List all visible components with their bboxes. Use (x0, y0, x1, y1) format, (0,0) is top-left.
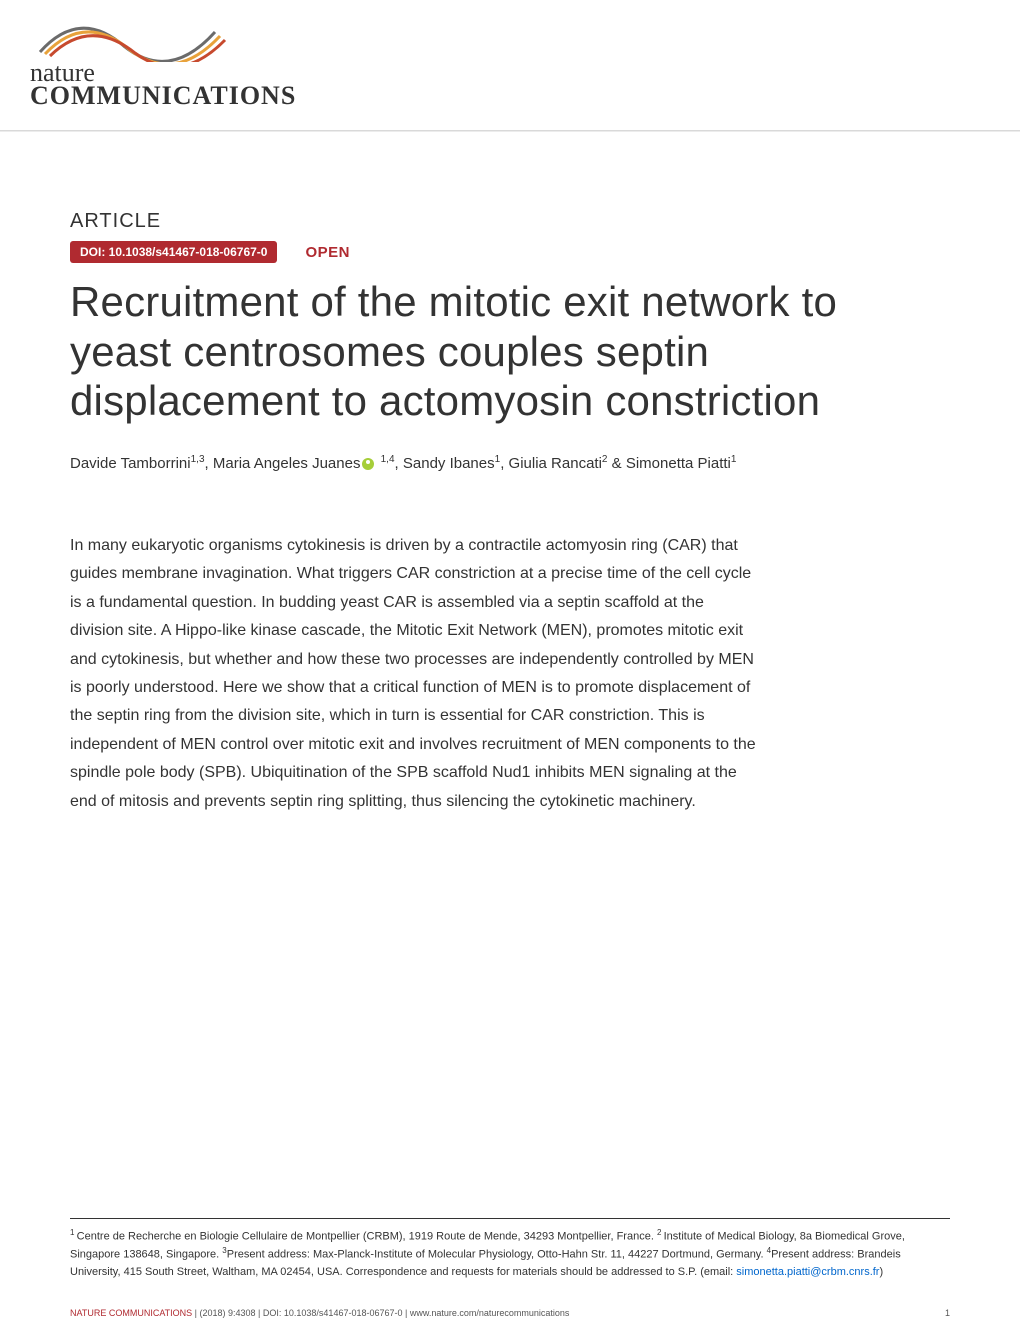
author-affil: 2 (602, 454, 608, 465)
logo-line2: COMMUNICATIONS (30, 84, 296, 107)
affil-sup: 2 (657, 1228, 664, 1237)
corresponding-email-link[interactable]: simonetta.piatti@crbm.cnrs.fr (736, 1266, 879, 1278)
author-name: Maria Angeles Juanes (213, 455, 361, 472)
affil-segment: ) (879, 1266, 883, 1278)
page-footer: NATURE COMMUNICATIONS | (2018) 9:4308 | … (70, 1308, 950, 1318)
affil-sup: 1 (70, 1228, 77, 1237)
author-name: Giulia Rancati (509, 455, 602, 472)
journal-header: nature COMMUNICATIONS (0, 0, 1020, 150)
footer-journal: NATURE COMMUNICATIONS (70, 1308, 192, 1318)
logo-swoosh-icon (30, 12, 230, 62)
author-name: Davide Tamborrini (70, 455, 191, 472)
affiliations-block: 1 Centre de Recherche en Biologie Cellul… (70, 1218, 950, 1280)
page-number: 1 (945, 1308, 950, 1318)
affiliations-divider (70, 1218, 950, 1219)
article-title: Recruitment of the mitotic exit network … (70, 277, 950, 426)
affiliations-text: 1 Centre de Recherche en Biologie Cellul… (70, 1227, 950, 1280)
author-affil: 1,3 (191, 454, 205, 465)
doi-open-row: DOI: 10.1038/s41467-018-06767-0 OPEN (70, 241, 950, 263)
footer-citation-text: | (2018) 9:4308 | DOI: 10.1038/s41467-01… (192, 1308, 569, 1318)
doi-badge: DOI: 10.1038/s41467-018-06767-0 (70, 241, 277, 263)
author-affil: 1,4 (381, 454, 395, 465)
author-affil: 1 (731, 454, 737, 465)
affil-segment: Centre de Recherche en Biologie Cellulai… (77, 1231, 657, 1243)
author-affil: 1 (495, 454, 501, 465)
author-list: Davide Tamborrini1,3, Maria Angeles Juan… (70, 454, 950, 472)
article-content: ARTICLE DOI: 10.1038/s41467-018-06767-0 … (0, 150, 1020, 816)
abstract-text: In many eukaryotic organisms cytokinesis… (70, 532, 760, 817)
author-name: Sandy Ibanes (403, 455, 495, 472)
author-name: Simonetta Piatti (626, 455, 731, 472)
logo-text: nature COMMUNICATIONS (30, 61, 296, 108)
journal-logo: nature COMMUNICATIONS (30, 12, 296, 108)
footer-citation: NATURE COMMUNICATIONS | (2018) 9:4308 | … (70, 1308, 569, 1318)
open-access-label: OPEN (305, 244, 350, 261)
affil-segment: Present address: Max-Planck-Institute of… (227, 1249, 767, 1261)
orcid-icon[interactable] (362, 458, 374, 470)
article-type-label: ARTICLE (70, 210, 950, 233)
header-divider (0, 130, 1020, 132)
